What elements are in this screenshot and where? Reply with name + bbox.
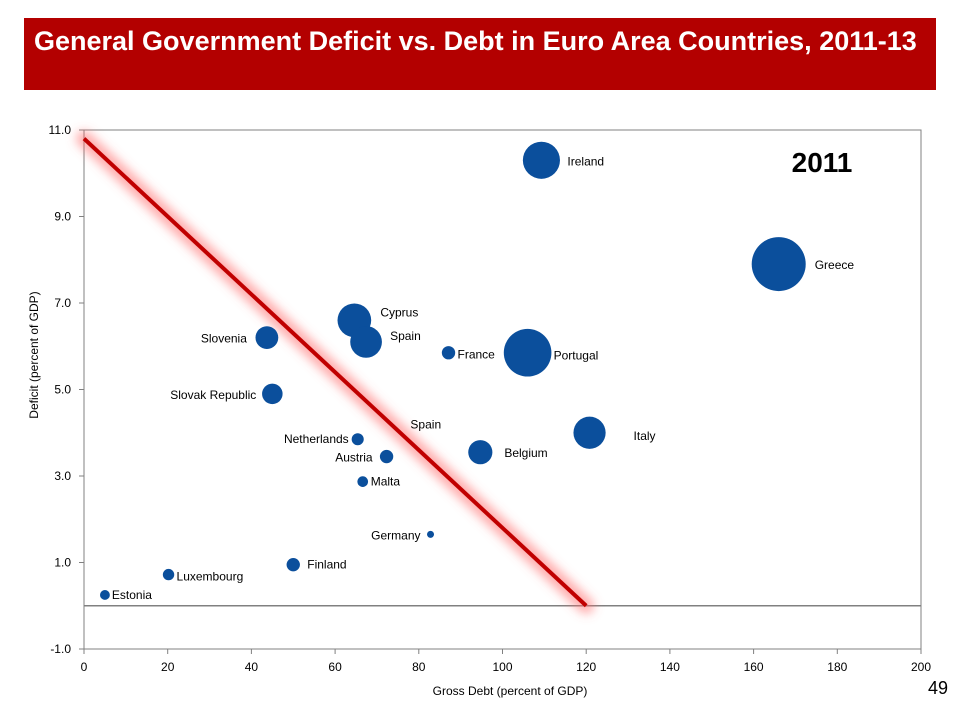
x-tick-label: 80: [412, 660, 426, 674]
point-italy: [573, 416, 606, 449]
x-tick-label: 140: [660, 660, 680, 674]
point-luxembourg: [162, 568, 175, 581]
y-tick-label: 9.0: [54, 210, 71, 224]
x-tick-label: 160: [744, 660, 764, 674]
y-tick-label: -1.0: [50, 642, 71, 656]
page-title: General Government Deficit vs. Debt in E…: [34, 26, 917, 56]
y-tick-label: 5.0: [54, 383, 71, 397]
y-tick-label: 11.0: [49, 123, 72, 137]
x-tick-label: 200: [911, 660, 931, 674]
point-spain: [350, 326, 382, 358]
point-label-austria: Austria: [335, 451, 373, 465]
point-netherlands: [351, 433, 364, 446]
point-label-netherlands: Netherlands: [284, 432, 349, 446]
point-label-malta: Malta: [371, 475, 401, 489]
point-germany: [427, 530, 435, 538]
point-malta: [357, 476, 369, 487]
point-label-finland: Finland: [307, 558, 346, 572]
point-slovak-republic: [262, 383, 283, 405]
point-label-ireland: Ireland: [567, 154, 604, 168]
point-label-luxembourg: Luxembourg: [177, 570, 244, 584]
point-label-belgium: Belgium: [504, 446, 547, 460]
floating-label: Spain: [410, 417, 441, 431]
x-tick-label: 180: [827, 660, 847, 674]
x-tick-label: 120: [576, 660, 596, 674]
trend-line: [82, 137, 588, 608]
year-label: 2011: [792, 147, 853, 178]
point-label-france: France: [458, 348, 496, 362]
point-slovenia: [255, 326, 279, 349]
point-label-portugal: Portugal: [554, 349, 599, 363]
point-finland: [286, 557, 300, 572]
title-bar: General Government Deficit vs. Debt in E…: [24, 18, 936, 90]
page-number: 49: [927, 678, 948, 698]
x-axis-title: Gross Debt (percent of GDP): [433, 684, 588, 698]
point-label-cyprus: Cyprus: [380, 305, 418, 319]
point-label-spain: Spain: [390, 329, 421, 343]
y-tick-label: 3.0: [54, 469, 71, 483]
x-tick-label: 20: [161, 660, 175, 674]
point-estonia: [99, 590, 110, 600]
x-tick-label: 0: [81, 660, 88, 674]
point-austria: [379, 449, 394, 464]
x-tick-label: 60: [328, 660, 342, 674]
point-label-italy: Italy: [634, 429, 656, 443]
y-tick-label: 7.0: [54, 296, 71, 310]
point-label-greece: Greece: [815, 258, 855, 272]
point-label-slovenia: Slovenia: [201, 332, 247, 346]
y-tick-label: 1.0: [54, 556, 71, 570]
plot-area: [83, 129, 922, 650]
y-axis-title: Deficit (percent of GDP): [27, 291, 41, 418]
point-greece: [751, 237, 806, 292]
point-label-estonia: Estonia: [112, 588, 152, 602]
x-tick-label: 100: [492, 660, 512, 674]
point-ireland: [522, 141, 560, 179]
point-label-germany: Germany: [371, 528, 420, 542]
point-france: [441, 346, 456, 360]
point-belgium: [468, 440, 493, 465]
point-label-slovak-republic: Slovak Republic: [170, 388, 256, 402]
point-portugal: [503, 328, 552, 377]
x-tick-label: 40: [245, 660, 259, 674]
